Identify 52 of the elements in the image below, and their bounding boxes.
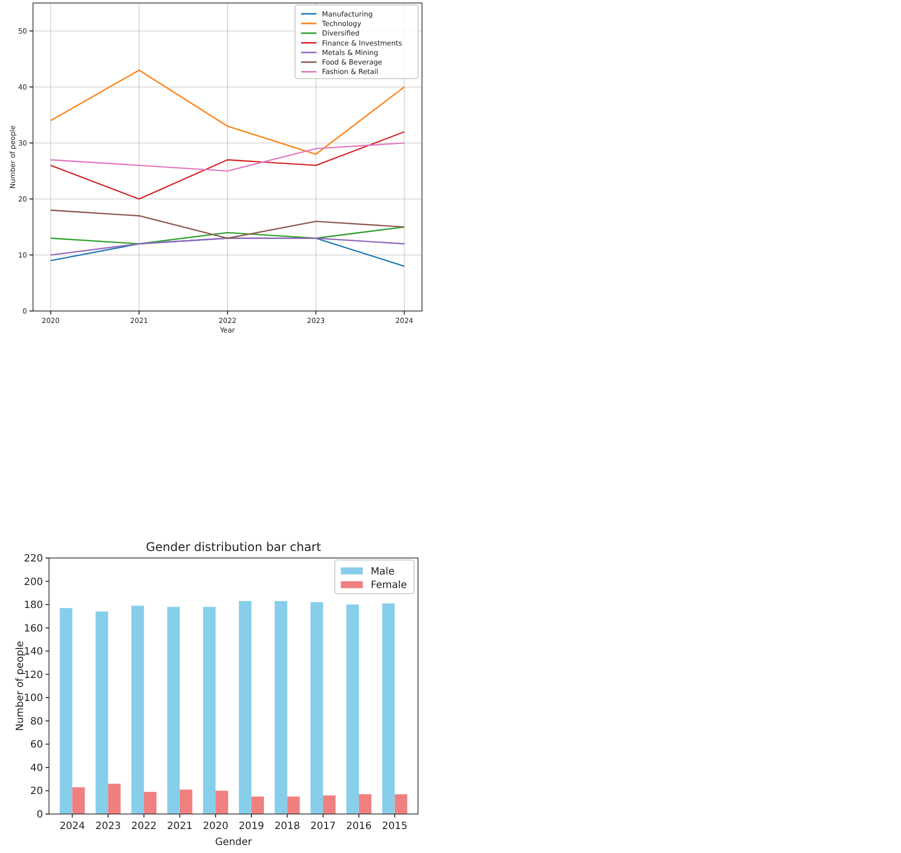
legend-label: Female <box>370 580 407 592</box>
bar <box>251 796 264 814</box>
chart-title: Gender distribution bar chart <box>146 540 322 554</box>
y-tick-label: 0 <box>36 810 43 820</box>
x-tick-label: 2023 <box>95 821 121 832</box>
bar <box>323 795 336 814</box>
bar <box>72 787 85 814</box>
y-tick-label: 160 <box>24 623 43 634</box>
x-tick-label: 2017 <box>310 821 336 832</box>
bar <box>382 603 395 814</box>
x-tick-label: 2020 <box>202 821 228 832</box>
bar <box>287 796 300 814</box>
bar <box>358 794 372 814</box>
x-tick-label: 2018 <box>274 821 300 832</box>
line-series <box>50 210 405 239</box>
y-tick-label: 20 <box>30 786 43 798</box>
x-tick-label: 2022 <box>131 821 157 832</box>
bar <box>346 604 359 814</box>
line-series <box>50 226 405 244</box>
y-tick-label: 140 <box>24 646 43 658</box>
y-tick-label: 80 <box>30 716 43 728</box>
x-tick-label: 2021 <box>167 821 192 832</box>
y-tick-label: 120 <box>24 670 43 681</box>
bar <box>310 602 324 814</box>
x-axis-title: Gender <box>215 837 253 848</box>
bar <box>238 601 252 814</box>
bar <box>108 784 121 814</box>
x-tick-label: 2015 <box>382 821 408 832</box>
x-tick-label: 2024 <box>60 821 86 832</box>
x-tick-label: 2016 <box>346 821 372 832</box>
bar <box>96 612 108 814</box>
y-tick-label: 200 <box>24 576 43 588</box>
line-series <box>50 142 405 172</box>
bar <box>180 790 192 814</box>
y-tick-label: 220 <box>24 554 43 564</box>
line-series <box>50 70 405 155</box>
y-tick-label: 60 <box>30 740 43 751</box>
bar <box>60 608 72 814</box>
y-tick-label: 100 <box>24 693 43 704</box>
bar <box>144 792 156 814</box>
bar <box>216 790 228 814</box>
bar <box>394 794 408 814</box>
y-tick-label: 40 <box>30 762 43 774</box>
y-tick-label: 180 <box>24 600 43 612</box>
bar <box>131 606 144 814</box>
bar <box>274 601 288 814</box>
bar <box>203 606 216 814</box>
bar <box>167 606 180 814</box>
x-tick-label: 2019 <box>238 821 264 832</box>
line-series <box>50 131 405 200</box>
y-axis-title: Number of people <box>15 640 26 732</box>
legend-label: Male <box>370 566 394 578</box>
